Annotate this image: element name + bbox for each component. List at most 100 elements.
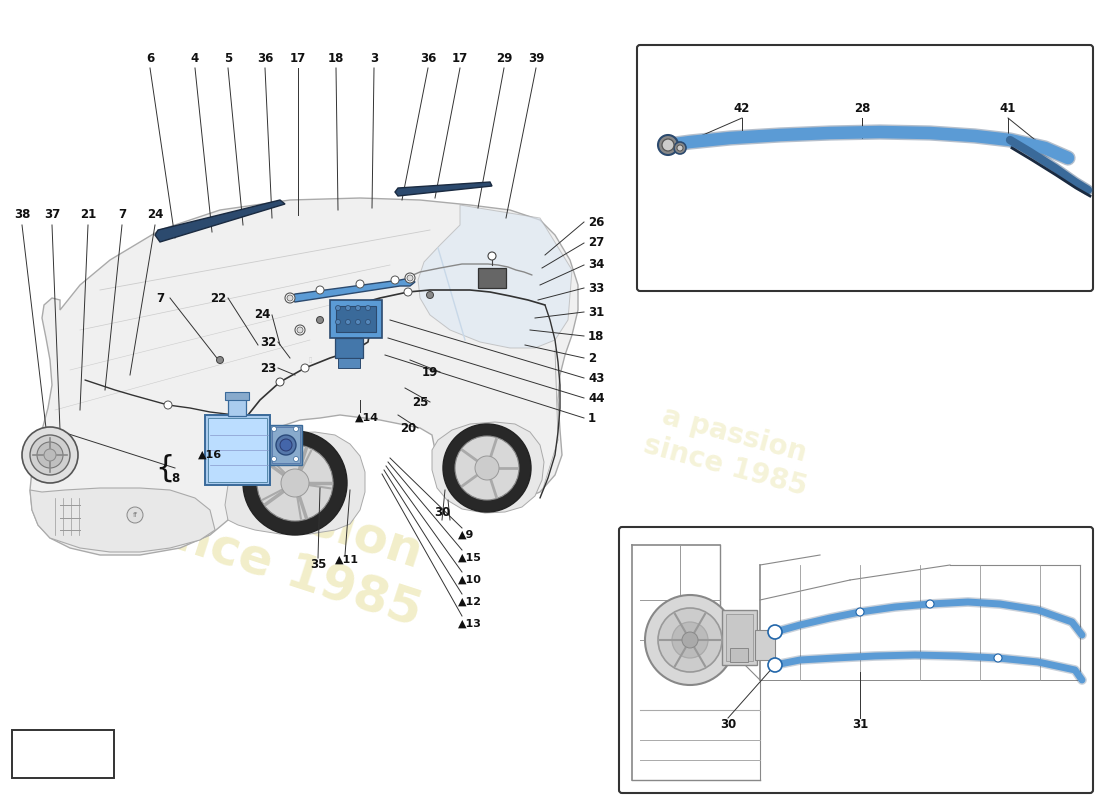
Circle shape	[672, 622, 708, 658]
Bar	[205, 415, 270, 485]
Text: 28: 28	[854, 102, 870, 114]
Text: 42: 42	[734, 102, 750, 114]
Text: 30: 30	[433, 506, 450, 518]
Circle shape	[390, 276, 399, 284]
Text: 19: 19	[421, 366, 438, 378]
Circle shape	[658, 135, 678, 155]
Circle shape	[365, 319, 371, 325]
Polygon shape	[418, 205, 572, 348]
Bar	[330, 300, 382, 338]
Text: 31: 31	[588, 306, 604, 318]
Text: 20: 20	[400, 422, 416, 434]
Circle shape	[674, 142, 686, 154]
Circle shape	[336, 319, 341, 325]
Text: ▲15: ▲15	[458, 553, 482, 563]
Text: ▲13: ▲13	[458, 619, 482, 629]
Text: 22: 22	[210, 291, 227, 305]
Text: ⬛: ⬛	[308, 358, 311, 362]
Bar	[208, 418, 267, 482]
Circle shape	[276, 378, 284, 386]
Text: 29: 29	[496, 51, 513, 65]
Text: 34: 34	[588, 258, 604, 271]
Text: 18: 18	[328, 51, 344, 65]
Text: 3: 3	[370, 51, 378, 65]
Circle shape	[682, 632, 698, 648]
Text: 18: 18	[588, 330, 604, 342]
Text: 33: 33	[588, 282, 604, 294]
Circle shape	[22, 427, 78, 483]
Circle shape	[295, 325, 305, 335]
Circle shape	[30, 435, 70, 475]
Text: 26: 26	[588, 215, 604, 229]
Text: ▲10: ▲10	[458, 575, 482, 585]
Text: 24: 24	[146, 209, 163, 222]
Circle shape	[356, 280, 364, 288]
Circle shape	[926, 600, 934, 608]
Bar	[226, 392, 249, 400]
Text: a passion
since 1985: a passion since 1985	[125, 444, 446, 636]
Circle shape	[427, 291, 433, 298]
Circle shape	[345, 319, 351, 325]
Text: ▲14: ▲14	[355, 413, 380, 423]
Circle shape	[294, 426, 298, 431]
Circle shape	[164, 401, 172, 409]
Circle shape	[287, 295, 293, 301]
Text: 7: 7	[118, 209, 127, 222]
Polygon shape	[395, 182, 492, 196]
Circle shape	[455, 436, 519, 500]
Text: 21: 21	[80, 209, 96, 222]
Circle shape	[407, 275, 412, 281]
Text: {: {	[155, 454, 175, 482]
Circle shape	[676, 145, 683, 151]
Text: 25: 25	[411, 395, 428, 409]
Circle shape	[243, 431, 346, 535]
Circle shape	[257, 445, 333, 521]
Circle shape	[297, 327, 302, 333]
Circle shape	[280, 439, 292, 451]
Bar	[730, 648, 748, 662]
Polygon shape	[432, 422, 544, 513]
Text: 39: 39	[528, 51, 544, 65]
Circle shape	[126, 507, 143, 523]
Text: 1: 1	[588, 411, 596, 425]
Text: ▲ = 40: ▲ = 40	[37, 747, 89, 761]
Bar	[336, 338, 363, 358]
Text: 43: 43	[588, 371, 604, 385]
Bar	[478, 268, 506, 288]
Text: ff: ff	[132, 512, 138, 518]
Text: 32: 32	[260, 335, 276, 349]
Text: 27: 27	[588, 237, 604, 250]
Text: 4: 4	[191, 51, 199, 65]
Bar	[270, 425, 302, 465]
FancyBboxPatch shape	[619, 527, 1093, 793]
Bar	[722, 610, 757, 665]
Circle shape	[272, 426, 276, 431]
Polygon shape	[30, 198, 578, 555]
Circle shape	[994, 654, 1002, 662]
Circle shape	[768, 625, 782, 639]
Circle shape	[488, 252, 496, 260]
Text: 44: 44	[588, 391, 605, 405]
Polygon shape	[226, 432, 365, 534]
Text: 24: 24	[254, 309, 271, 322]
Text: ▲11: ▲11	[336, 555, 359, 565]
Text: 37: 37	[44, 209, 60, 222]
Bar	[755, 630, 775, 660]
Circle shape	[768, 658, 782, 672]
Text: 35: 35	[310, 558, 327, 571]
Circle shape	[355, 319, 361, 325]
Circle shape	[217, 357, 223, 363]
Circle shape	[443, 424, 531, 512]
Text: 36: 36	[420, 51, 437, 65]
Circle shape	[316, 286, 324, 294]
Circle shape	[351, 346, 359, 354]
Circle shape	[856, 608, 864, 616]
Circle shape	[345, 306, 351, 310]
Text: 23: 23	[260, 362, 276, 374]
Circle shape	[37, 442, 63, 468]
Text: ▲16: ▲16	[198, 450, 222, 460]
Circle shape	[658, 608, 722, 672]
Circle shape	[475, 456, 499, 480]
Circle shape	[317, 317, 323, 323]
Circle shape	[280, 469, 309, 497]
